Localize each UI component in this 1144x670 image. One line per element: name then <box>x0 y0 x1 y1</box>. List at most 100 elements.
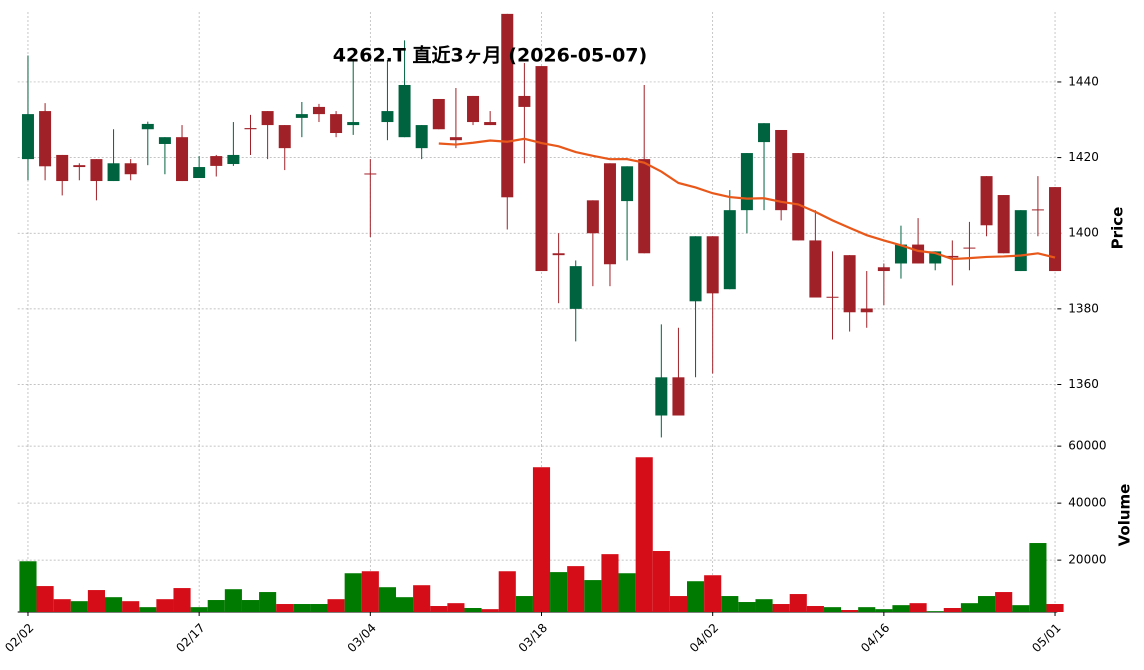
candle-body <box>723 210 736 290</box>
volume-bar <box>669 596 687 612</box>
candle-body <box>210 156 223 166</box>
candle-body <box>809 240 822 298</box>
candle-body <box>449 137 462 141</box>
volume-bar <box>378 587 396 612</box>
volume-bar <box>823 607 842 612</box>
volume-bar <box>327 599 345 612</box>
volume-bar <box>618 573 636 612</box>
candle-body <box>946 255 959 258</box>
candle-body <box>740 153 753 211</box>
volume-bar <box>361 571 379 612</box>
y-tick-label: 1440 <box>1068 74 1099 88</box>
candle-body <box>586 200 599 234</box>
x-tick-label: 02/17 <box>173 621 207 655</box>
volume-bar <box>430 606 448 612</box>
volume-bar <box>635 457 653 612</box>
candle-body <box>244 128 257 130</box>
x-tick-label: 05/01 <box>1029 621 1063 655</box>
candle-body <box>158 137 171 144</box>
candle-body <box>758 123 771 143</box>
volume-bar <box>704 575 722 612</box>
candle-body <box>39 111 52 167</box>
volume-bar <box>584 580 602 612</box>
volume-bar <box>515 596 533 612</box>
candle-body <box>381 111 394 123</box>
volume-bar <box>892 605 910 612</box>
volume-bar <box>139 607 157 612</box>
volume-bar <box>293 604 311 612</box>
y-tick-label: 1400 <box>1068 226 1099 240</box>
x-tick-label: 03/18 <box>516 621 550 655</box>
candle-body <box>347 122 360 126</box>
candle-body <box>176 137 189 182</box>
candle-body <box>518 95 531 107</box>
x-tick-label: 04/02 <box>687 621 721 655</box>
volume-bar <box>601 554 619 612</box>
volume-bar <box>789 594 807 612</box>
candle-body <box>124 163 137 175</box>
candle-body <box>1031 209 1044 211</box>
volume-bar <box>960 603 978 612</box>
volume-bar <box>841 610 859 612</box>
candle-body <box>912 244 925 264</box>
volume-bar <box>738 602 756 612</box>
candle-body <box>1014 210 1027 272</box>
volume-bar <box>447 603 465 612</box>
candle-body <box>775 129 788 211</box>
candle-body <box>655 377 668 416</box>
volume-bar <box>1046 604 1064 612</box>
volume-bar <box>122 601 140 612</box>
volume-tick-label: 20000 <box>1068 553 1106 567</box>
volume-bar <box>105 597 123 612</box>
volume-bar <box>396 597 414 612</box>
candle-body <box>621 166 634 202</box>
candle-body <box>603 163 616 265</box>
candle-body <box>980 176 993 226</box>
candle-body <box>535 66 548 272</box>
volume-bar <box>464 608 482 612</box>
candle-body <box>826 296 839 298</box>
volume-bar <box>995 592 1013 612</box>
volume-bar <box>806 606 824 612</box>
x-tick-label: 04/16 <box>858 621 892 655</box>
candle-body <box>552 253 565 256</box>
volume-bar <box>276 604 294 612</box>
candle-body <box>295 114 308 118</box>
volume-bar <box>310 604 328 612</box>
volume-bar <box>481 609 499 612</box>
y-tick-label: 1380 <box>1068 301 1099 315</box>
volume-bar <box>721 596 739 612</box>
volume-bar <box>858 607 876 612</box>
volume-bar <box>498 571 516 612</box>
volume-bar <box>875 609 893 612</box>
volume-bar <box>156 599 174 612</box>
volume-bar <box>413 585 431 612</box>
volume-bar <box>687 581 705 612</box>
volume-bar <box>755 599 773 612</box>
volume-bar <box>259 592 277 612</box>
volume-bar <box>1012 605 1030 612</box>
volume-bar <box>224 589 242 612</box>
candle-body <box>672 377 685 416</box>
candle-body <box>312 106 325 115</box>
candle-body <box>792 153 805 241</box>
candle-body <box>21 114 34 160</box>
chart-title: 4262.T 直近3ヶ月 (2026-05-07) <box>333 44 647 67</box>
volume-bar <box>909 603 927 612</box>
candle-body <box>1049 187 1062 272</box>
candle-body <box>193 167 206 179</box>
candle-body <box>877 267 890 272</box>
volume-bar <box>978 596 996 612</box>
candle-body <box>227 154 240 165</box>
volume-bar <box>190 607 208 612</box>
candle-body <box>107 163 120 182</box>
candle-body <box>843 255 856 313</box>
candle-body <box>261 111 274 126</box>
candle-body <box>398 84 411 138</box>
volume-bar <box>344 573 362 612</box>
candle-body <box>706 236 719 294</box>
candle-body <box>56 154 69 182</box>
volume-bar <box>567 566 585 612</box>
candle-body <box>330 114 343 134</box>
y-axis-label: Price <box>1109 207 1127 250</box>
